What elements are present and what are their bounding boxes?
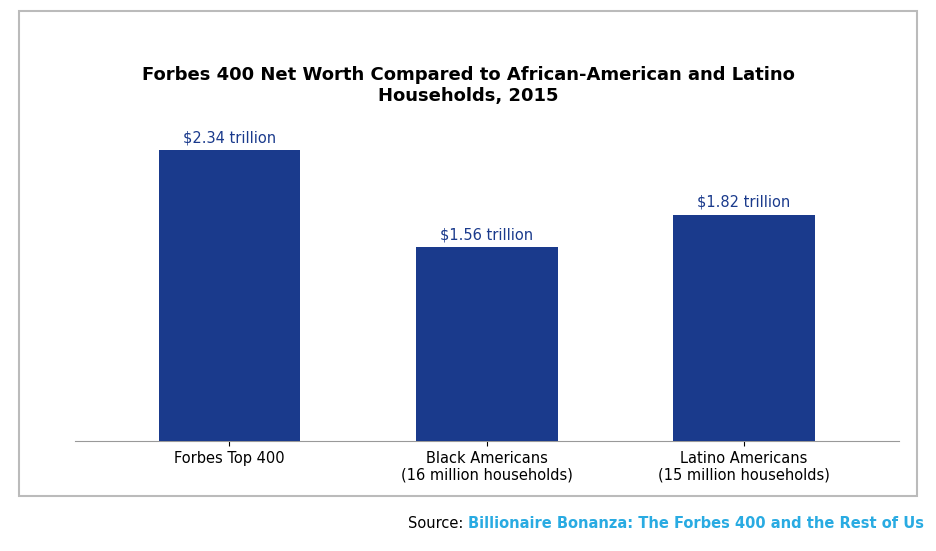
- Text: $2.34 trillion: $2.34 trillion: [183, 130, 276, 145]
- Bar: [416, 247, 558, 441]
- Text: $1.82 trillion: $1.82 trillion: [697, 195, 791, 210]
- Text: Billionaire Bonanza: The Forbes 400 and the Rest of Us: Billionaire Bonanza: The Forbes 400 and …: [468, 516, 924, 531]
- Text: $1.56 trillion: $1.56 trillion: [440, 227, 534, 242]
- Bar: [673, 215, 815, 441]
- Text: Source:: Source:: [408, 516, 468, 531]
- Text: Forbes 400 Net Worth Compared to African-American and Latino
Households, 2015: Forbes 400 Net Worth Compared to African…: [141, 66, 795, 105]
- Bar: [158, 150, 300, 441]
